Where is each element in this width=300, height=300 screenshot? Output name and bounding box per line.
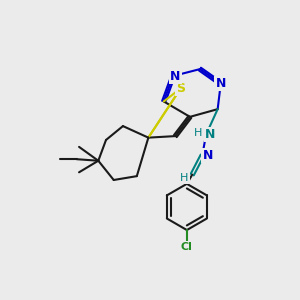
Text: Cl: Cl bbox=[181, 242, 193, 252]
Text: N: N bbox=[216, 77, 226, 90]
Text: S: S bbox=[176, 82, 185, 95]
Text: N: N bbox=[205, 128, 215, 141]
Text: N: N bbox=[202, 149, 213, 162]
Text: N: N bbox=[170, 70, 181, 83]
Text: H: H bbox=[180, 173, 189, 183]
Text: H: H bbox=[194, 128, 202, 138]
